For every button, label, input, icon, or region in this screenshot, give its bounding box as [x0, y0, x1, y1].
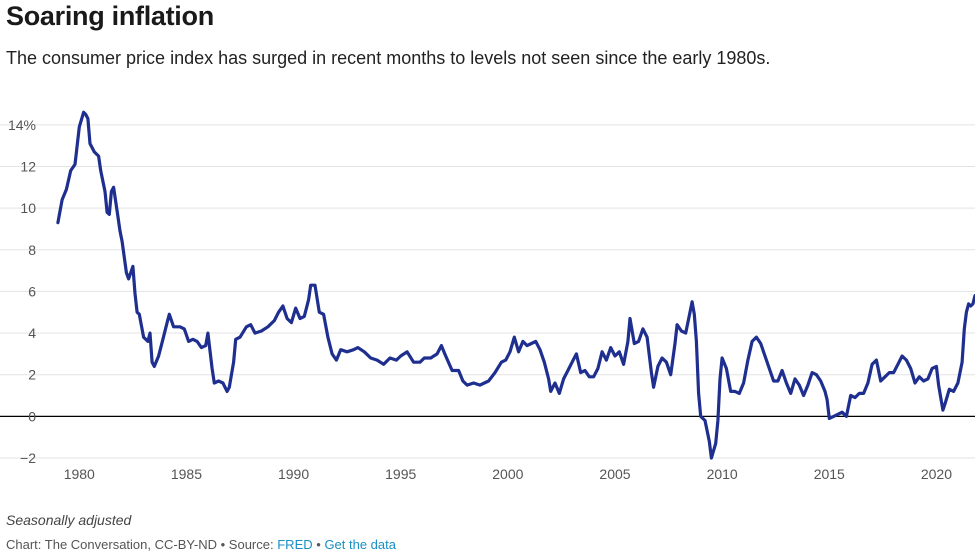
x-tick-label: 1995 — [385, 466, 416, 480]
x-tick-label: 2020 — [921, 466, 952, 480]
x-tick-label: 2010 — [707, 466, 738, 480]
x-tick-label: 2000 — [492, 466, 523, 480]
y-tick-label: 6 — [28, 283, 36, 299]
chart-subtitle: The consumer price index has surged in r… — [6, 48, 771, 68]
y-tick-label: 4 — [28, 325, 36, 341]
y-axis-ticks: −2 0 2 4 6 8 10 12 14% — [8, 117, 36, 466]
x-tick-label: 2005 — [599, 466, 630, 480]
y-tick-label: 8 — [28, 242, 36, 258]
y-tick-label: 2 — [28, 367, 36, 383]
source-link[interactable]: FRED — [277, 537, 313, 552]
separator: • — [316, 537, 321, 552]
x-tick-label: 1985 — [171, 466, 202, 480]
y-tick-label: 12 — [20, 158, 36, 174]
chart-title: Soaring inflation — [6, 1, 214, 31]
y-tick-label: 14% — [8, 117, 36, 133]
chart-footer: Chart: The Conversation, CC-BY-ND • Sour… — [6, 537, 396, 552]
cpi-series-line — [56, 110, 975, 460]
x-tick-label: 1980 — [64, 466, 95, 480]
x-tick-label: 2015 — [814, 466, 845, 480]
source-prefix: Source: — [228, 537, 274, 552]
y-tick-label: 0 — [28, 408, 36, 424]
y-tick-label: 10 — [20, 200, 36, 216]
get-data-link[interactable]: Get the data — [324, 537, 396, 552]
gridlines — [0, 124, 975, 459]
credit-text: Chart: The Conversation, CC-BY-ND — [6, 537, 217, 552]
series-layer — [56, 110, 975, 460]
chart-note: Seasonally adjusted — [6, 512, 132, 528]
separator: • — [220, 537, 226, 552]
line-chart: −2 0 2 4 6 8 10 12 14% 1980 1985 1990 1995 2000 2005 2… — [0, 110, 975, 480]
x-tick-label: 1990 — [278, 466, 309, 480]
x-axis-ticks: 1980 1985 1990 1995 2000 2005 2010 2015 2020 — [64, 466, 953, 480]
y-tick-label: −2 — [20, 450, 36, 466]
